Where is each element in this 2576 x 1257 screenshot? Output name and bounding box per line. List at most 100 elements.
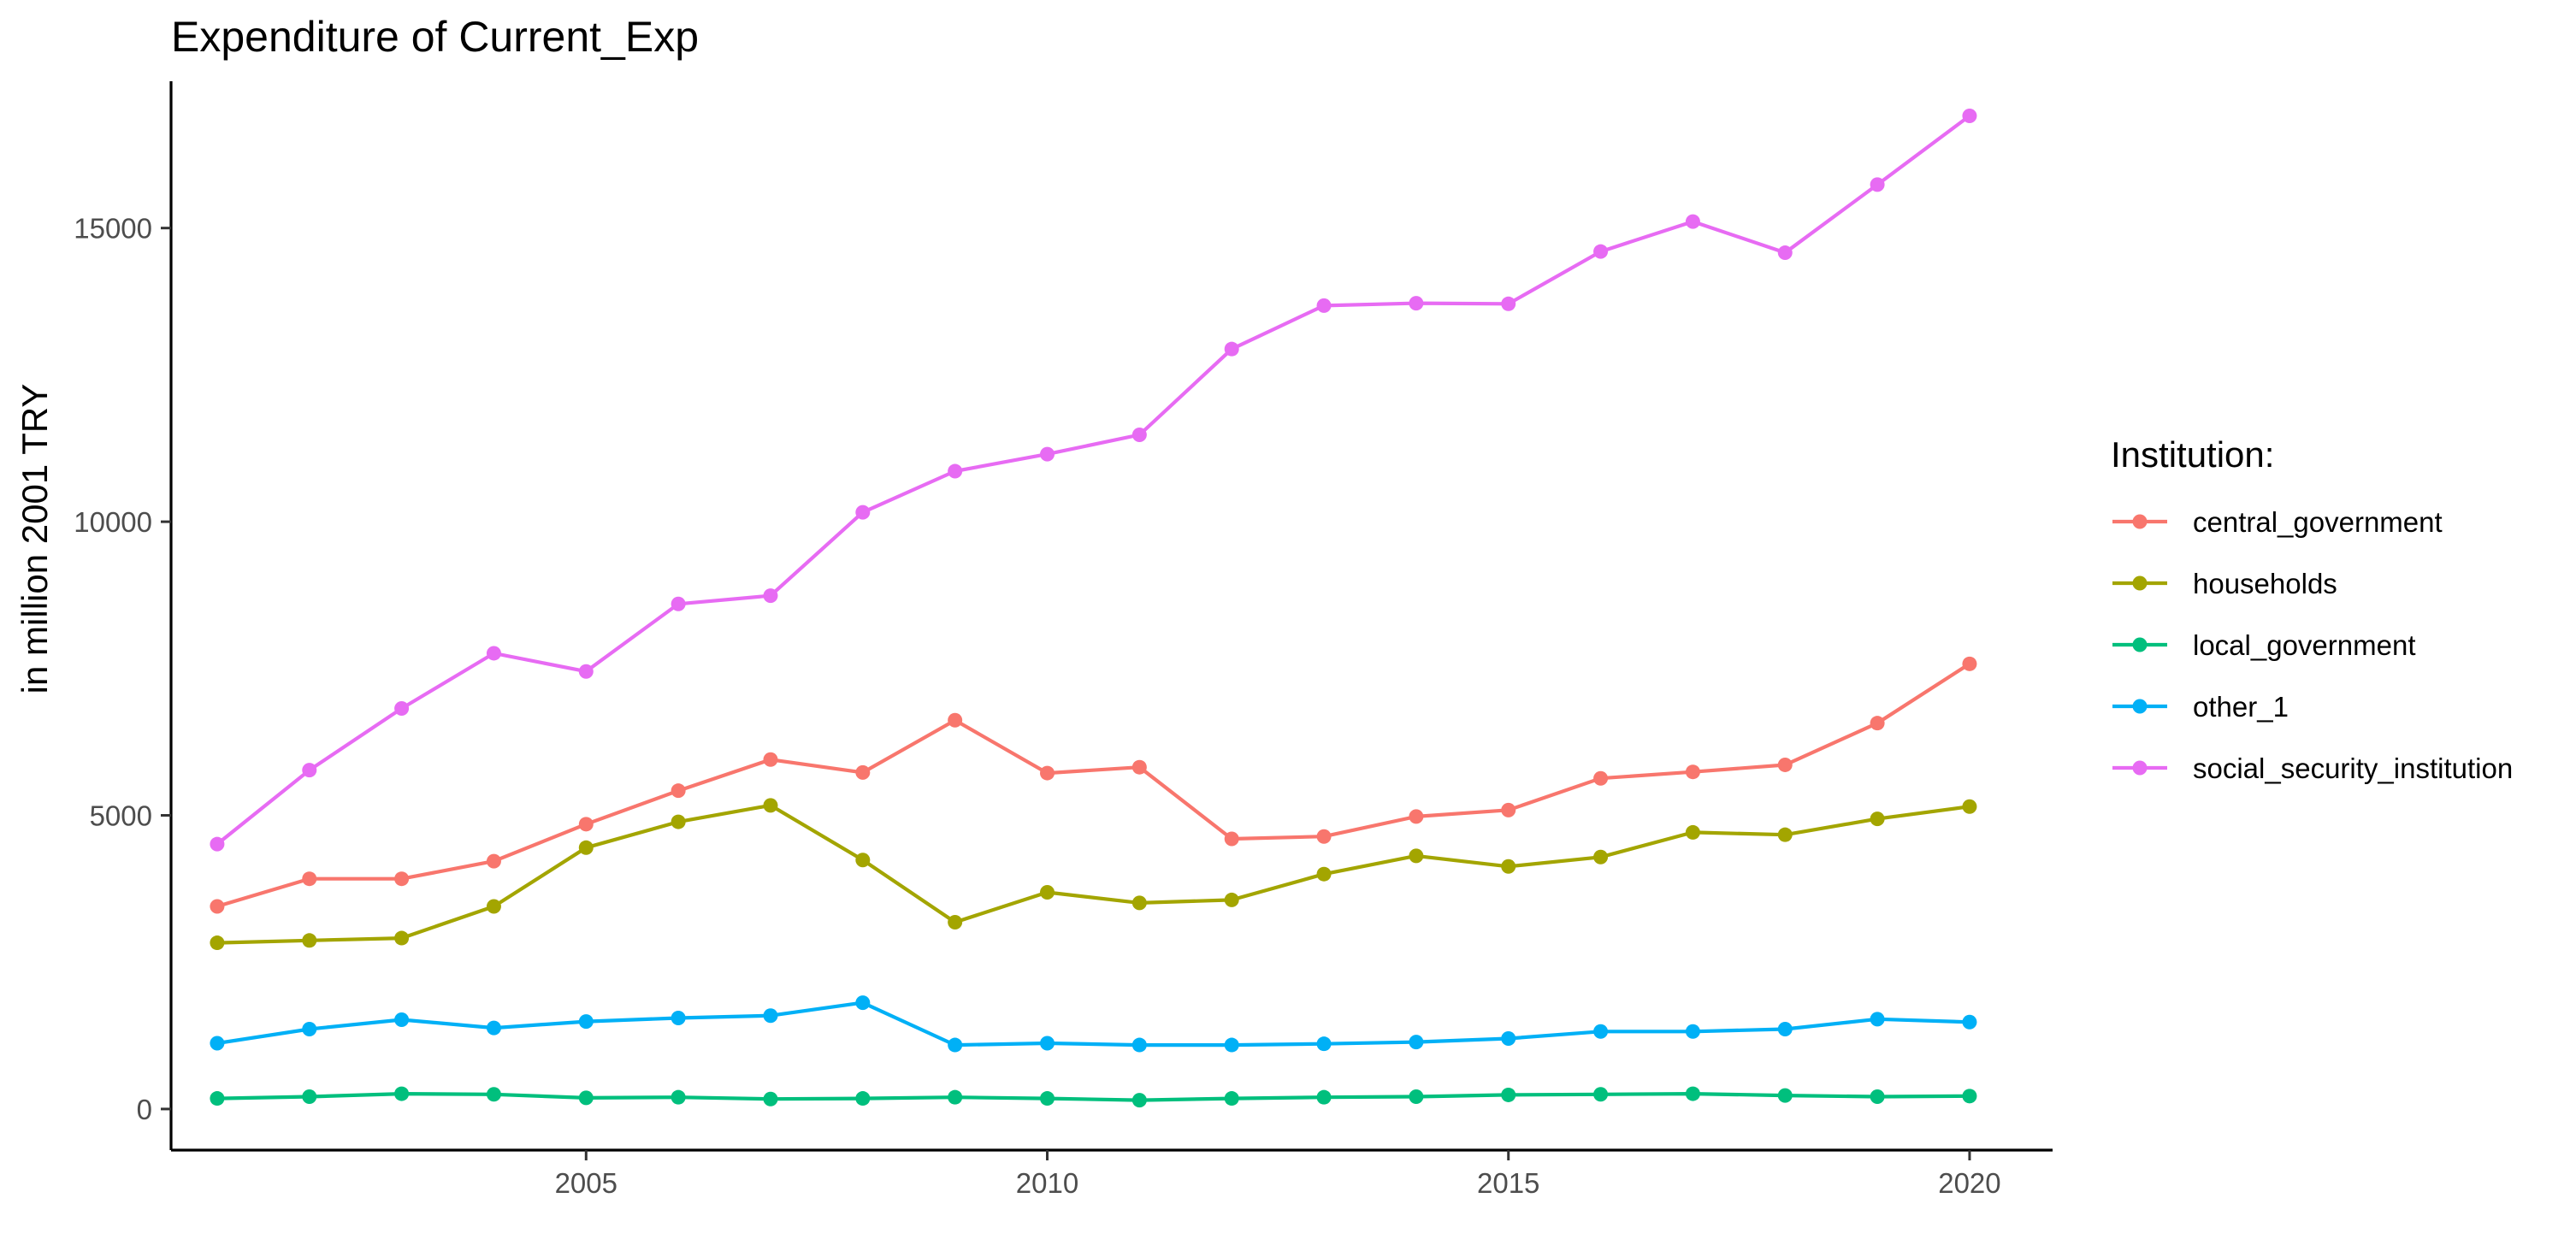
data-point [1593,1087,1609,1102]
x-tick-label: 2005 [555,1167,617,1199]
legend-label: other_1 [2193,691,2289,723]
data-point [1593,1024,1609,1039]
data-point [1593,244,1609,259]
legend-items: central_government households local_govern… [2112,506,2513,784]
data-point [855,853,871,868]
data-point [1685,764,1700,780]
y-axis-title: in million 2001 TRY [15,384,55,694]
data-point [1224,341,1239,357]
legend-item: social_security_institution [2112,752,2513,784]
data-point [1131,1037,1147,1053]
data-point [1131,1093,1147,1108]
chart-title: Expenditure of Current_Exp [171,13,699,61]
data-point [394,701,410,717]
x-tick-label: 2020 [1938,1167,2000,1199]
data-point [855,995,871,1011]
x-ticks: 2005 2010 2015 2020 [555,1150,2001,1199]
data-point [1316,829,1332,844]
data-point [302,933,317,948]
legend-label: households [2193,568,2337,599]
data-point [1685,1024,1700,1039]
data-point [1316,866,1332,882]
series-local-government [210,1086,1977,1108]
data-point [210,1091,225,1107]
data-point [1316,1089,1332,1105]
legend-label: social_security_institution [2193,752,2513,784]
data-point [1224,1091,1239,1107]
legend-key-point [2132,699,2148,714]
series-central-government [210,656,1977,914]
data-point [1409,809,1424,824]
data-point [578,1090,594,1106]
data-point [486,899,501,914]
data-point [578,664,594,679]
data-point [394,1086,410,1101]
data-point [763,798,778,813]
data-point [1501,1087,1516,1102]
data-point [578,817,594,832]
data-point [1409,848,1424,864]
data-point [486,1020,501,1036]
data-point [948,712,963,728]
x-tick-label: 2015 [1477,1167,1539,1199]
data-point [1593,849,1609,865]
data-point [671,1089,686,1105]
data-point [578,840,594,855]
legend-key-point [2132,760,2148,776]
series-line [216,662,1971,909]
series-line [216,1091,1970,1102]
data-point [394,1012,410,1028]
legend-key-point [2132,514,2148,529]
legend-title: Institution: [2111,434,2274,475]
x-tick-label: 2010 [1016,1167,1078,1199]
data-point [763,1091,778,1107]
series-line [216,114,1971,846]
data-point [1777,1088,1793,1103]
data-point [210,899,225,914]
series-line [216,1000,1970,1048]
y-tick-label: 5000 [90,800,152,832]
data-point [1962,656,1977,671]
legend-item: households [2112,568,2337,599]
data-point [763,588,778,604]
data-point [1962,799,1977,814]
data-point [1870,1089,1885,1104]
data-point [486,646,501,661]
data-point [1870,716,1885,731]
data-point [671,783,686,799]
data-point [948,1089,963,1105]
series-households [210,798,1977,951]
data-point [302,1089,317,1104]
data-point [1224,1037,1239,1053]
data-point [394,871,410,887]
data-point [1224,892,1239,907]
data-point [486,1087,501,1102]
series-layer [210,109,1977,1108]
series-other-1 [210,995,1977,1053]
data-point [1962,1089,1977,1104]
data-point [1409,296,1424,311]
data-point [1040,884,1055,900]
data-point [763,752,778,767]
data-point [763,1008,778,1024]
data-point [1316,1036,1332,1052]
data-point [1777,757,1793,772]
data-point [671,1010,686,1025]
data-point [855,764,871,780]
data-point [1962,109,1977,124]
legend-item: other_1 [2112,691,2289,723]
data-point [302,1022,317,1037]
data-point [1962,1014,1977,1030]
legend-label: central_government [2193,506,2443,538]
data-point [1685,214,1700,229]
data-point [1777,245,1793,261]
data-point [1777,1022,1793,1037]
axes-layer: 2005 2010 2015 2020 0 5000 10000 15000 [74,81,2053,1199]
series-line [216,803,1970,945]
data-point [1131,427,1147,442]
data-point [1777,827,1793,842]
data-point [210,935,225,951]
data-point [1224,831,1239,847]
legend-label: local_government [2193,629,2416,661]
